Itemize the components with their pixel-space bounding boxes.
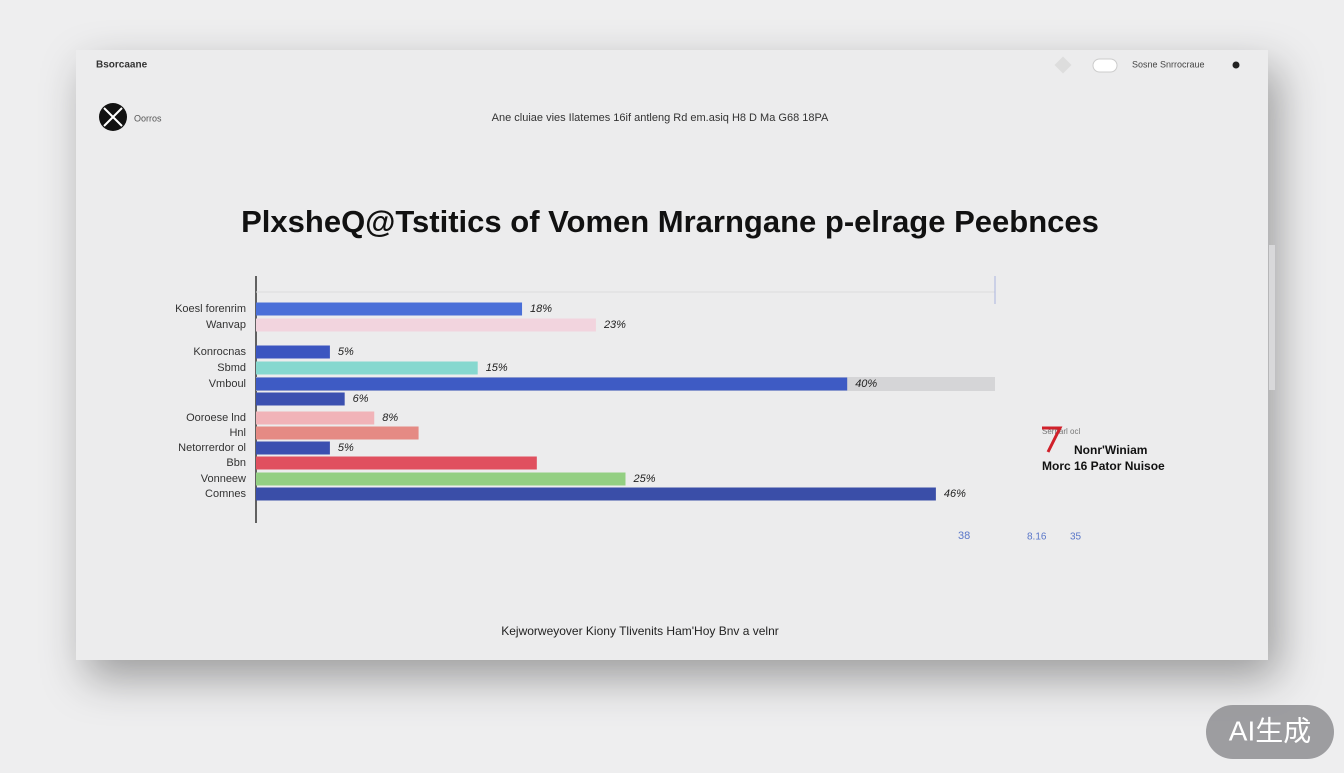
bar (256, 302, 523, 316)
bar (256, 472, 626, 486)
y-tick-label: Hnl (229, 427, 246, 439)
y-tick-label: Koesl forenrim (175, 303, 246, 315)
bar (256, 345, 330, 359)
data-label: 6% (353, 393, 369, 405)
annotation-line: Morc 16 Pator Nuisoe (1042, 459, 1165, 473)
logo-text: Oorros (134, 113, 162, 123)
toggle[interactable] (1092, 58, 1118, 73)
chart-title: PlхsheQ@Tstitics of Vomen Mrarngane р-el… (241, 204, 1099, 239)
y-tick-label: Vmboul (209, 378, 246, 390)
annotation-caption: Sernarl ocl (1042, 427, 1080, 436)
data-label: 25% (633, 473, 656, 485)
tagline: Ane cluiae vies Ilatemes 16if antleng Rd… (492, 112, 829, 124)
bar (256, 361, 478, 375)
y-tick-label: Comnes (205, 488, 246, 500)
data-label: 23% (603, 319, 626, 331)
bar (256, 411, 375, 425)
y-tick-label: Vonneew (201, 473, 246, 485)
data-label: 15% (486, 362, 508, 374)
logo-mark (103, 107, 123, 127)
scrollbar (1269, 245, 1275, 390)
nav-link[interactable]: Sosne Snrrocraue (1132, 59, 1205, 69)
data-label: 46% (944, 488, 966, 500)
data-label: 18% (530, 303, 552, 315)
y-tick-label: Ooroese lnd (186, 412, 246, 424)
bar (256, 456, 537, 470)
card (76, 50, 1268, 660)
data-label: 8% (382, 412, 398, 424)
y-tick-label: Netorrerdor ol (178, 442, 246, 454)
status-dot (1232, 61, 1240, 69)
footnote: Kejworweyover Kiony Tlivenits Ham'Hoy Bn… (501, 624, 779, 638)
data-label: 5% (338, 442, 354, 454)
footer-number: 35 (1070, 532, 1082, 543)
bar (256, 392, 345, 406)
bar (256, 441, 330, 455)
y-tick-label: Konrocnas (193, 346, 246, 358)
data-label: 40% (855, 378, 877, 390)
y-tick-label: Sbmd (217, 362, 246, 374)
annotation-line: Nonr'Winiam (1074, 443, 1147, 457)
footer-number: 38 (958, 530, 970, 542)
bar (256, 377, 848, 391)
data-label: 5% (338, 346, 354, 358)
watermark: AI生成 (1229, 715, 1311, 746)
bar (256, 318, 596, 332)
annotation-icon (1042, 426, 1063, 453)
watermark-badge (1206, 705, 1334, 759)
bar (256, 426, 419, 440)
brand: Bsorcaane (96, 60, 148, 71)
bar (256, 487, 936, 501)
y-tick-label: Wanvap (206, 319, 246, 331)
y-tick-label: Bbn (226, 457, 246, 469)
bars: Koesl forenrim 18% Wanvap 23% Konrocnas 5% Sbm… (175, 302, 966, 501)
footer-number: 8.16 (1027, 532, 1047, 543)
